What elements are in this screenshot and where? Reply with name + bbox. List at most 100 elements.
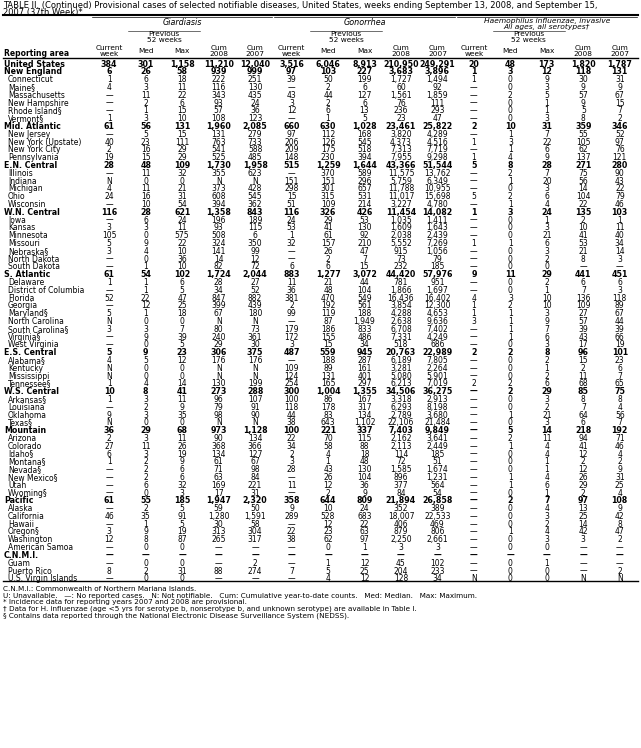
Text: 54: 54: [140, 270, 151, 279]
Text: 1: 1: [544, 286, 549, 295]
Text: 59: 59: [213, 504, 224, 513]
Text: 0: 0: [143, 574, 148, 583]
Text: 31: 31: [615, 473, 624, 482]
Text: 879: 879: [394, 527, 408, 536]
Text: 2,044: 2,044: [243, 270, 267, 279]
Text: 1: 1: [544, 99, 549, 108]
Text: 2: 2: [326, 83, 330, 92]
Text: 0: 0: [508, 263, 513, 272]
Text: 15: 15: [323, 340, 333, 349]
Text: 1: 1: [472, 301, 476, 310]
Text: 112: 112: [321, 129, 335, 138]
Text: 151: 151: [285, 177, 299, 186]
Text: 185: 185: [430, 450, 445, 459]
Text: 451: 451: [612, 270, 628, 279]
Text: United States: United States: [4, 60, 65, 69]
Text: 265: 265: [212, 536, 226, 545]
Text: Nevada§: Nevada§: [8, 465, 41, 474]
Text: 1: 1: [544, 559, 549, 568]
Text: 0: 0: [508, 254, 513, 263]
Text: 75: 75: [578, 169, 588, 178]
Text: —: —: [470, 551, 478, 560]
Text: 99: 99: [287, 309, 296, 318]
Text: 1: 1: [508, 200, 513, 209]
Text: 178: 178: [321, 402, 335, 411]
Text: 90: 90: [250, 411, 260, 420]
Text: 10: 10: [505, 122, 516, 131]
Text: 27: 27: [104, 442, 114, 451]
Text: Cum: Cum: [247, 44, 263, 51]
Text: 155: 155: [320, 333, 335, 342]
Text: 7: 7: [544, 325, 549, 334]
Text: 3: 3: [289, 340, 294, 349]
Text: —: —: [470, 488, 478, 497]
Text: —: —: [470, 325, 478, 334]
Text: 7,955: 7,955: [390, 153, 412, 162]
Text: —: —: [288, 543, 296, 552]
Text: 4: 4: [544, 450, 549, 459]
Text: 100: 100: [283, 426, 299, 435]
Text: 30: 30: [213, 520, 224, 529]
Text: 12: 12: [104, 536, 114, 545]
Text: 2,250: 2,250: [390, 536, 412, 545]
Text: 297: 297: [357, 379, 372, 388]
Text: —: —: [470, 247, 478, 256]
Text: 9: 9: [107, 411, 112, 420]
Text: 192: 192: [321, 301, 335, 310]
Text: 10: 10: [178, 247, 187, 256]
Text: 97: 97: [360, 536, 369, 545]
Text: 167: 167: [357, 395, 372, 404]
Text: 1: 1: [107, 75, 112, 84]
Text: —: —: [470, 465, 478, 474]
Text: 56: 56: [140, 122, 151, 131]
Text: 2007: 2007: [428, 51, 447, 57]
Text: 469: 469: [430, 520, 445, 529]
Text: 79: 79: [433, 254, 442, 263]
Text: 1: 1: [508, 333, 513, 342]
Text: 7,805: 7,805: [426, 356, 448, 365]
Text: 301: 301: [138, 60, 154, 69]
Text: 10: 10: [178, 114, 187, 123]
Text: 3: 3: [143, 411, 148, 420]
Text: 487: 487: [283, 348, 300, 357]
Text: 3: 3: [508, 67, 513, 76]
Text: 3: 3: [143, 434, 148, 443]
Text: 683: 683: [357, 512, 372, 521]
Text: 47: 47: [178, 293, 187, 302]
Text: —: —: [579, 566, 587, 575]
Text: 973: 973: [210, 426, 227, 435]
Text: New England: New England: [4, 67, 62, 76]
Text: 2,113: 2,113: [390, 442, 412, 451]
Text: 1,561: 1,561: [390, 91, 412, 99]
Text: 34: 34: [213, 286, 224, 295]
Text: 1: 1: [326, 457, 330, 466]
Text: 12: 12: [141, 301, 151, 310]
Text: 11: 11: [141, 91, 151, 99]
Text: 6: 6: [617, 278, 622, 287]
Text: —: —: [105, 481, 113, 490]
Text: 2: 2: [544, 278, 549, 287]
Text: 1,277: 1,277: [315, 270, 340, 279]
Text: 54: 54: [178, 200, 187, 209]
Text: Texas§: Texas§: [8, 418, 33, 427]
Text: 3,516: 3,516: [279, 60, 304, 69]
Text: 11: 11: [178, 434, 187, 443]
Text: North Dakota: North Dakota: [8, 254, 60, 263]
Text: —: —: [470, 527, 478, 536]
Text: 1,727: 1,727: [390, 75, 412, 84]
Text: —: —: [105, 99, 113, 108]
Text: 6: 6: [326, 263, 331, 272]
Text: 7,403: 7,403: [388, 426, 413, 435]
Text: 7: 7: [617, 106, 622, 115]
Text: 3: 3: [544, 340, 549, 349]
Text: 589: 589: [357, 169, 372, 178]
Text: 21: 21: [323, 278, 333, 287]
Text: 362: 362: [248, 200, 262, 209]
Text: 0: 0: [508, 536, 513, 545]
Text: 0: 0: [508, 356, 513, 365]
Text: 6: 6: [179, 99, 185, 108]
Text: 1,585: 1,585: [390, 465, 412, 474]
Text: 93: 93: [213, 99, 224, 108]
Text: 75: 75: [614, 387, 625, 396]
Text: Washington: Washington: [8, 536, 53, 545]
